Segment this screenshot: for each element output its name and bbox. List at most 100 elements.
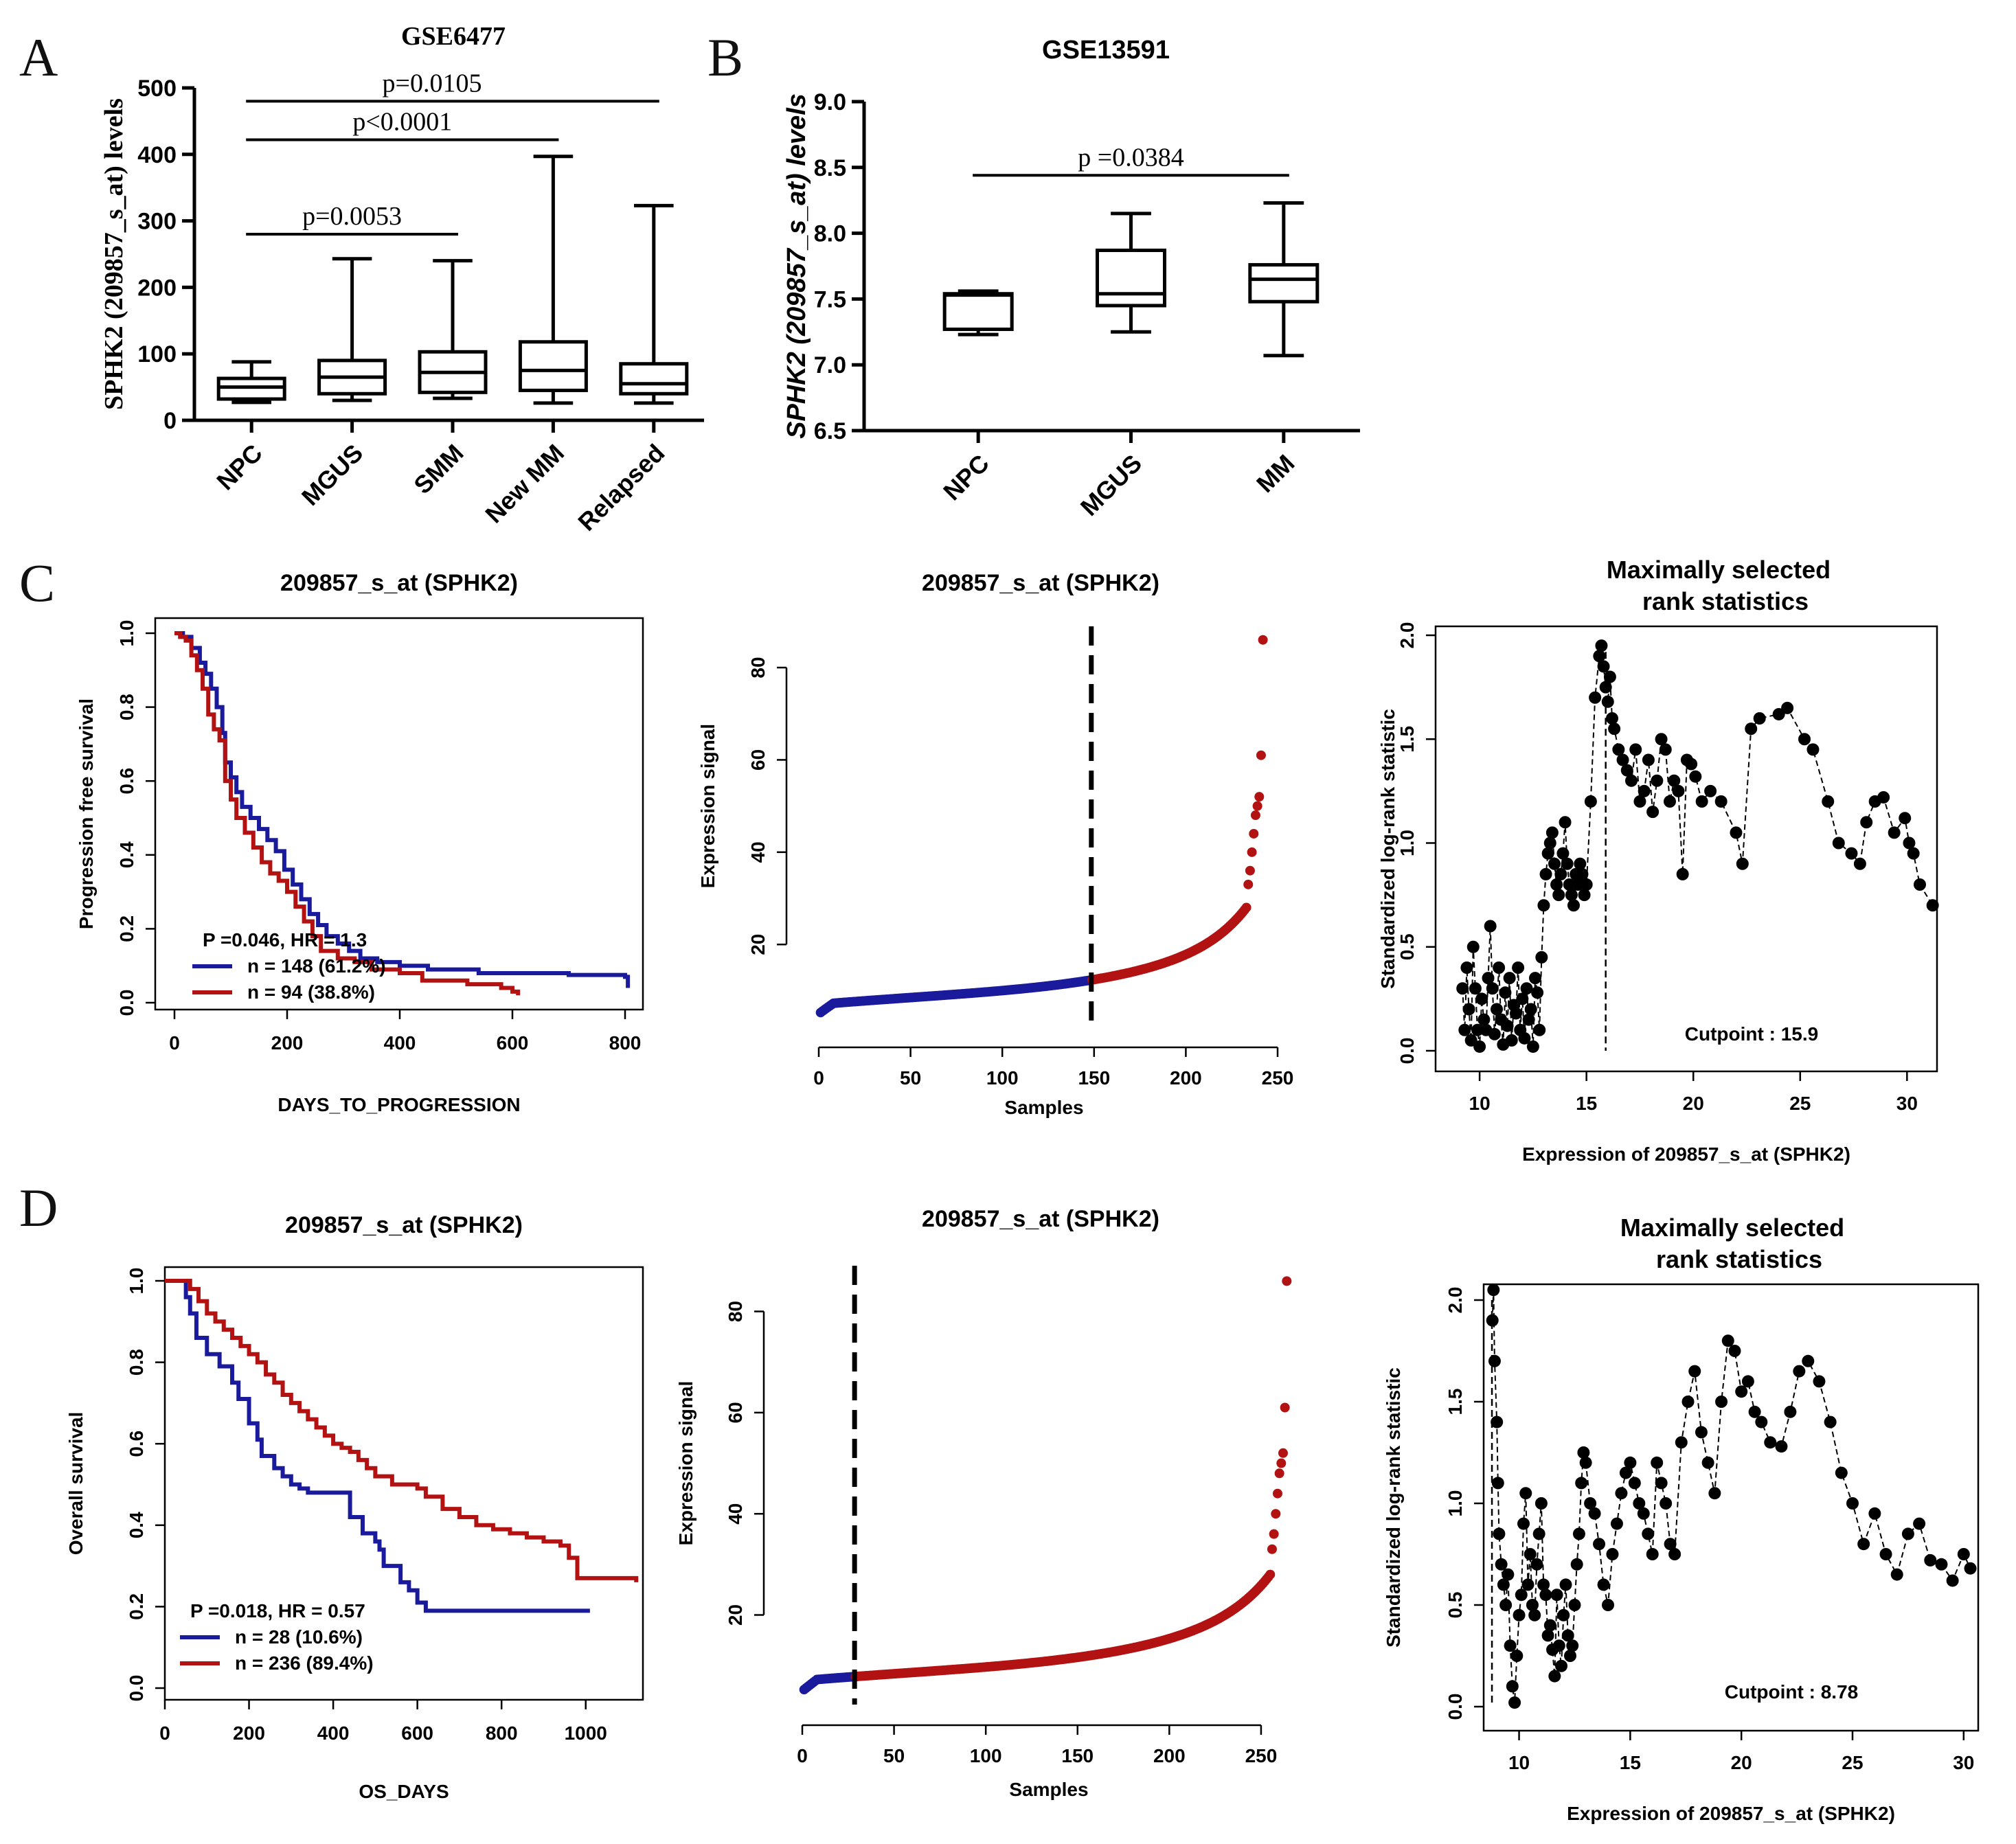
statistic-point xyxy=(1675,1436,1688,1449)
statistic-point xyxy=(1539,867,1552,880)
statistic-point xyxy=(1593,650,1606,663)
x-tick-label: 10 xyxy=(1469,1093,1491,1114)
y-tick-label: 2.0 xyxy=(1396,622,1418,649)
statistic-point xyxy=(1528,1608,1541,1621)
chart-title-line: rank statistics xyxy=(1656,1245,1822,1273)
statistic-point xyxy=(1510,1007,1522,1020)
category-label: SMM xyxy=(408,439,468,499)
x-tick-label: 50 xyxy=(883,1745,905,1766)
y-tick-label: 40 xyxy=(725,1503,746,1525)
statistic-point xyxy=(1860,816,1873,829)
statistic-trace xyxy=(1462,645,1934,1047)
statistic-point xyxy=(1557,1608,1570,1621)
x-tick-label: 400 xyxy=(384,1032,416,1054)
statistic-point xyxy=(1513,1608,1526,1621)
x-tick-label: 0 xyxy=(813,1067,824,1089)
y-tick-label: 0.6 xyxy=(116,768,137,795)
statistic-point xyxy=(1755,1415,1768,1428)
statistic-point xyxy=(1531,986,1544,999)
statistic-point xyxy=(1503,972,1516,985)
chart-title-line: Maximally selected xyxy=(1607,556,1831,584)
statistic-point xyxy=(1499,1599,1513,1611)
panel-letter-c: C xyxy=(19,553,55,613)
x-tick-label: 200 xyxy=(271,1032,304,1054)
statistic-point xyxy=(1685,758,1698,771)
statistic-point xyxy=(1482,972,1495,985)
statistic-point xyxy=(1775,1440,1788,1453)
statistic-point xyxy=(1879,1548,1892,1560)
x-tick-label: 25 xyxy=(1789,1093,1811,1114)
statistic-point xyxy=(1473,1040,1486,1053)
statistic-point xyxy=(1579,1456,1592,1469)
statistic-point xyxy=(1625,774,1638,787)
y-tick-label: 200 xyxy=(137,275,177,301)
statistic-point xyxy=(1914,878,1926,891)
statistic-point xyxy=(1689,770,1702,783)
statistic-point xyxy=(1552,1639,1565,1652)
statistic-point xyxy=(1515,1589,1528,1602)
survival-curve-high xyxy=(174,631,521,996)
statistic-point xyxy=(1529,972,1541,985)
statistic-point xyxy=(1493,961,1506,974)
sample-point-high xyxy=(1247,847,1257,857)
statistic-point xyxy=(1491,1415,1504,1428)
y-tick-label: 1.0 xyxy=(1445,1490,1466,1517)
sample-point-high xyxy=(1271,1509,1281,1519)
y-tick-label: 8.0 xyxy=(814,221,846,247)
y-tick-label: 0.8 xyxy=(116,694,137,720)
statistic-point xyxy=(1589,691,1602,704)
statistic-point xyxy=(1548,1670,1561,1683)
statistic-point xyxy=(1704,784,1717,797)
statistic-point xyxy=(1548,857,1561,870)
statistic-point xyxy=(1681,1396,1695,1408)
sample-point-high xyxy=(1269,1529,1279,1539)
statistic-point xyxy=(1460,961,1473,974)
legend-label: n = 236 (89.4%) xyxy=(235,1652,374,1674)
x-axis-label: OS_DAYS xyxy=(359,1781,449,1802)
y-tick-label: 7.0 xyxy=(814,352,846,378)
y-tick-label: 400 xyxy=(137,142,177,168)
statistic-point xyxy=(1695,795,1708,808)
x-tick-label: 600 xyxy=(497,1032,529,1054)
statistic-point xyxy=(1637,1507,1650,1520)
statistic-point xyxy=(1664,1538,1677,1551)
x-tick-label: 250 xyxy=(1245,1745,1278,1766)
x-tick-label: 100 xyxy=(970,1745,1002,1766)
p-value-label: p<0.0001 xyxy=(352,108,452,137)
statistic-point xyxy=(1458,1023,1471,1036)
y-tick-label: 0.6 xyxy=(126,1431,147,1457)
x-tick-label: 30 xyxy=(1953,1752,1974,1773)
x-tick-label: 200 xyxy=(233,1722,265,1744)
statistic-point xyxy=(1672,784,1685,797)
x-tick-label: 150 xyxy=(1061,1745,1094,1766)
statistic-point xyxy=(1537,899,1550,912)
statistic-point xyxy=(1888,826,1901,839)
sample-point-high xyxy=(1252,801,1262,811)
box xyxy=(1096,249,1166,308)
y-tick-label: 40 xyxy=(747,841,769,863)
y-tick-label: 7.5 xyxy=(814,286,846,312)
statistic-point xyxy=(1612,743,1625,756)
chart-title-line: rank statistics xyxy=(1642,587,1809,615)
y-tick-label: 80 xyxy=(747,657,769,678)
statistic-point xyxy=(1601,695,1614,708)
statistic-point xyxy=(1508,1696,1521,1709)
statistic-point xyxy=(1708,1487,1721,1500)
y-tick-label: 0.0 xyxy=(1445,1694,1466,1720)
statistic-point xyxy=(1957,1548,1970,1560)
x-tick-label: 15 xyxy=(1620,1752,1641,1773)
y-tick-label: 80 xyxy=(725,1301,746,1322)
statistic-point xyxy=(1651,774,1664,787)
x-tick-label: 15 xyxy=(1576,1093,1597,1114)
statistic-point xyxy=(1629,743,1642,756)
sample-point-high xyxy=(1282,1276,1292,1286)
x-axis-label: Expression of 209857_s_at (SPHK2) xyxy=(1567,1803,1895,1824)
statistic-point xyxy=(1563,1650,1576,1662)
statistic-point xyxy=(1715,1396,1728,1408)
statistic-point xyxy=(1846,1497,1859,1510)
y-tick-label: 100 xyxy=(137,341,177,367)
survival-curve-low xyxy=(165,1279,590,1613)
statistic-point xyxy=(1491,1477,1504,1490)
y-axis-label: Standardized log-rank statistic xyxy=(1383,1367,1404,1648)
statistic-point xyxy=(1832,836,1845,850)
